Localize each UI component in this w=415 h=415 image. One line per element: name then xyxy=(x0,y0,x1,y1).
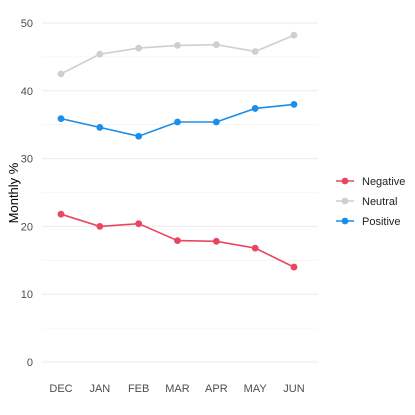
legend-label: Negative xyxy=(362,176,405,188)
x-tick-label: APR xyxy=(205,383,228,395)
y-tick-label: 20 xyxy=(21,221,33,233)
y-tick-label: 30 xyxy=(21,154,33,166)
series-points xyxy=(57,31,298,271)
x-tick-label: DEC xyxy=(49,383,72,395)
legend-label: Positive xyxy=(362,216,401,228)
data-point-positive xyxy=(174,118,181,126)
legend-point-key xyxy=(341,217,349,225)
data-point-negative xyxy=(251,244,259,252)
data-point-negative xyxy=(174,237,181,245)
x-tick-label: FEB xyxy=(128,383,149,395)
data-point-neutral xyxy=(290,31,298,39)
data-point-negative xyxy=(290,263,298,271)
data-point-negative xyxy=(212,237,220,245)
y-tick-label: 40 xyxy=(21,86,33,98)
legend-item-neutral: Neutral xyxy=(336,196,397,208)
data-point-positive xyxy=(57,115,65,122)
legend-point-key xyxy=(341,197,349,205)
y-tick-label: 10 xyxy=(21,289,33,301)
data-point-neutral xyxy=(96,50,104,58)
legend-point-key xyxy=(341,177,349,185)
data-point-positive xyxy=(212,118,220,126)
x-tick-label: MAR xyxy=(165,383,190,395)
data-point-neutral xyxy=(251,48,259,55)
legend-label: Neutral xyxy=(362,196,397,208)
x-tick-label: MAY xyxy=(244,383,268,395)
data-point-positive xyxy=(96,124,104,131)
x-tick-label: JUN xyxy=(283,383,304,395)
grid xyxy=(42,22,318,363)
x-axis-ticks: DEC JAN FEB MAR APR MAY JUN xyxy=(49,383,304,395)
data-point-neutral xyxy=(212,41,220,49)
data-point-negative xyxy=(96,223,104,230)
y-axis-title: Monthly % xyxy=(6,162,21,223)
data-point-positive xyxy=(290,100,298,108)
series-lines xyxy=(60,34,295,268)
data-point-neutral xyxy=(57,70,65,78)
data-point-positive xyxy=(135,132,143,140)
y-tick-label: 50 xyxy=(21,18,33,30)
data-point-neutral xyxy=(135,44,143,52)
data-point-neutral xyxy=(174,41,181,49)
x-tick-label: JAN xyxy=(89,383,110,395)
y-axis-ticks: 0 10 20 30 40 50 xyxy=(21,18,33,369)
data-point-negative xyxy=(57,210,65,218)
data-point-positive xyxy=(251,105,259,112)
legend-item-positive: Positive xyxy=(336,216,401,228)
series-line-neutral xyxy=(60,34,295,75)
legend: Negative Neutral Positive xyxy=(336,176,405,228)
y-tick-label: 0 xyxy=(27,357,33,369)
data-point-negative xyxy=(135,220,143,228)
legend-item-negative: Negative xyxy=(336,176,405,188)
